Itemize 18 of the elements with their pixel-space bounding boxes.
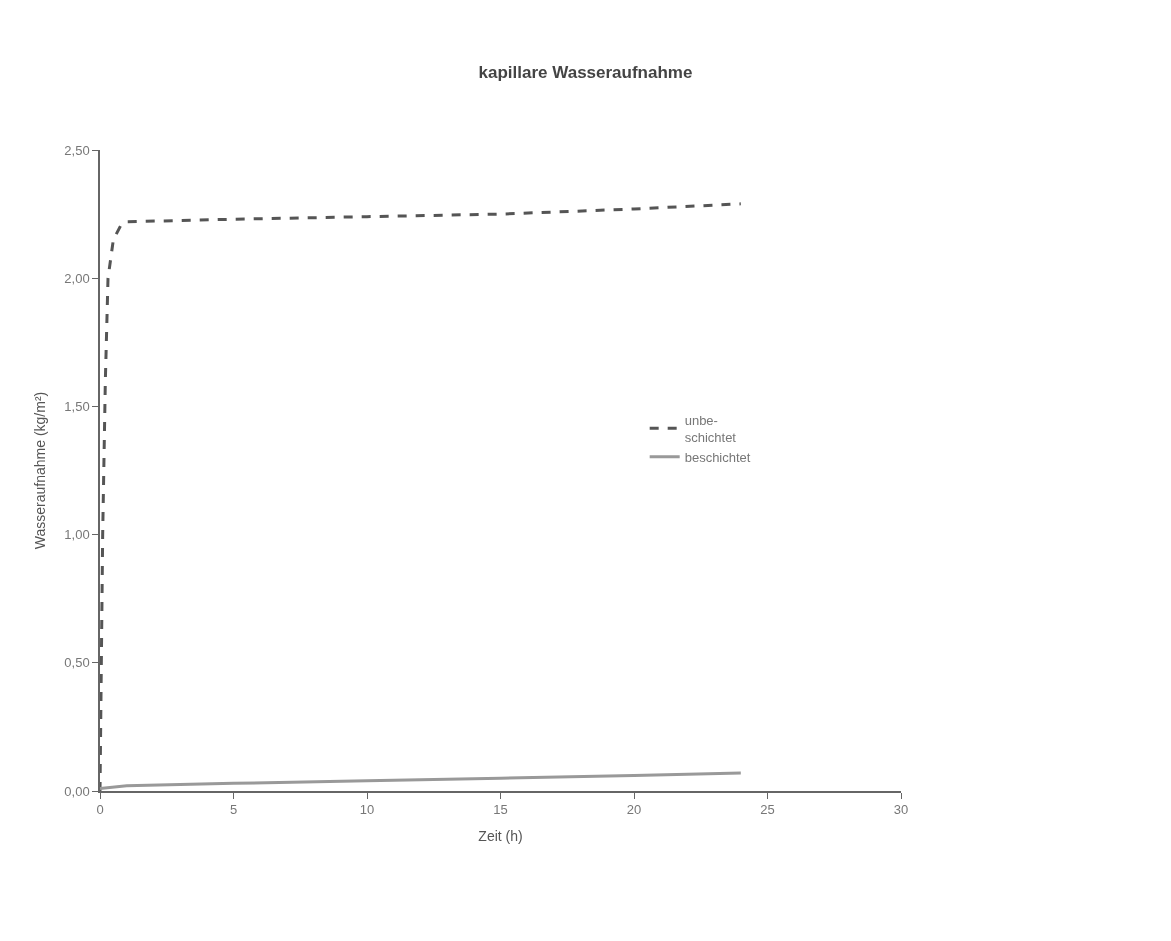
x-tick-label: 15: [493, 802, 508, 818]
x-tick-label: 30: [893, 802, 909, 818]
chart-title: kapillare Wasseraufnahme: [478, 62, 693, 82]
y-tick-label: 0,00: [64, 783, 90, 799]
x-axis-title: Zeit (h): [478, 828, 523, 845]
y-tick-label: 0,50: [64, 655, 90, 671]
x-tick-label: 20: [626, 802, 642, 818]
x-tick-label: 10: [359, 802, 375, 818]
line-series: [100, 771, 743, 790]
y-tick-label: 1,00: [64, 527, 90, 543]
x-tick-label: 5: [229, 802, 238, 818]
x-tick-label: 25: [760, 802, 775, 818]
y-tick-label: 2,00: [64, 270, 90, 286]
legend-label: beschichtet: [684, 449, 751, 465]
y-tick-label: 2,50: [64, 142, 90, 158]
x-tick-label: 0: [96, 802, 104, 818]
y-tick-label: 1,50: [64, 398, 90, 414]
y-axis-title: Wasseraufnahme (kg/m²): [32, 391, 49, 550]
